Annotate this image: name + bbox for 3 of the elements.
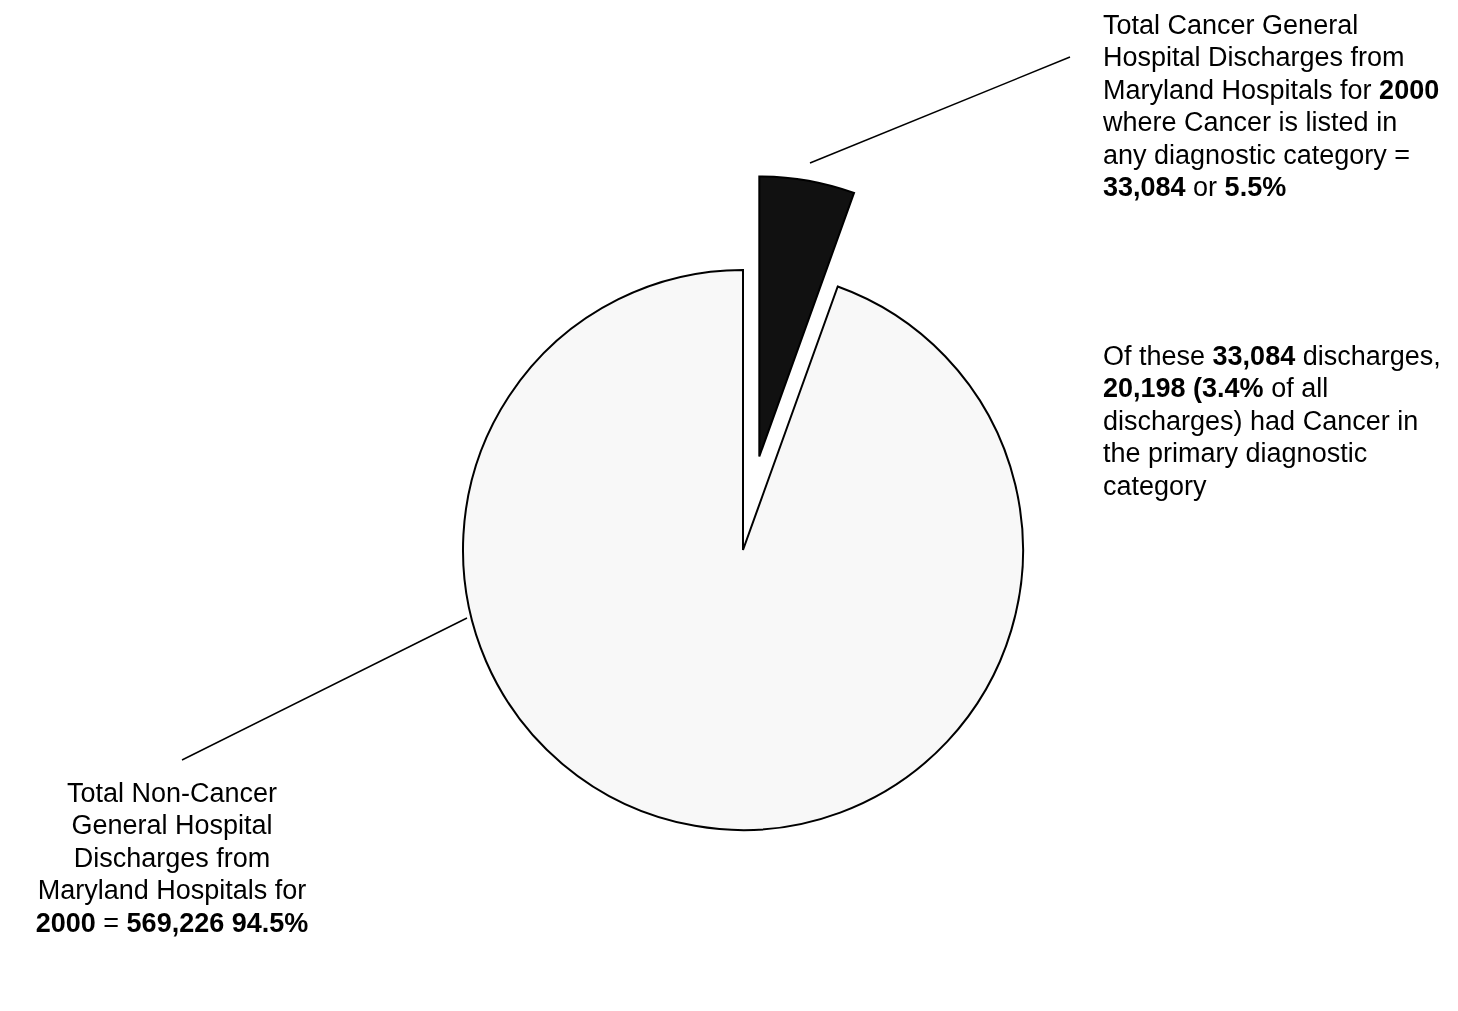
- text: Of these 33,084 discharges, 20,198 (3.4% of all discharges) had Cancer in the primary diagnostic category: [1103, 341, 1441, 501]
- category-label: Total Cancer General Hospital Discharges from Maryland Hospitals for 2000 where Cancer is listed in any diagnostic category = 33,084 or 5.5%: [1103, 10, 1440, 202]
- category-label: Total Non-Cancer General Hospital Discharges from Maryland Hospitals for 2000 = 569,226 94.5%: [35, 778, 309, 938]
